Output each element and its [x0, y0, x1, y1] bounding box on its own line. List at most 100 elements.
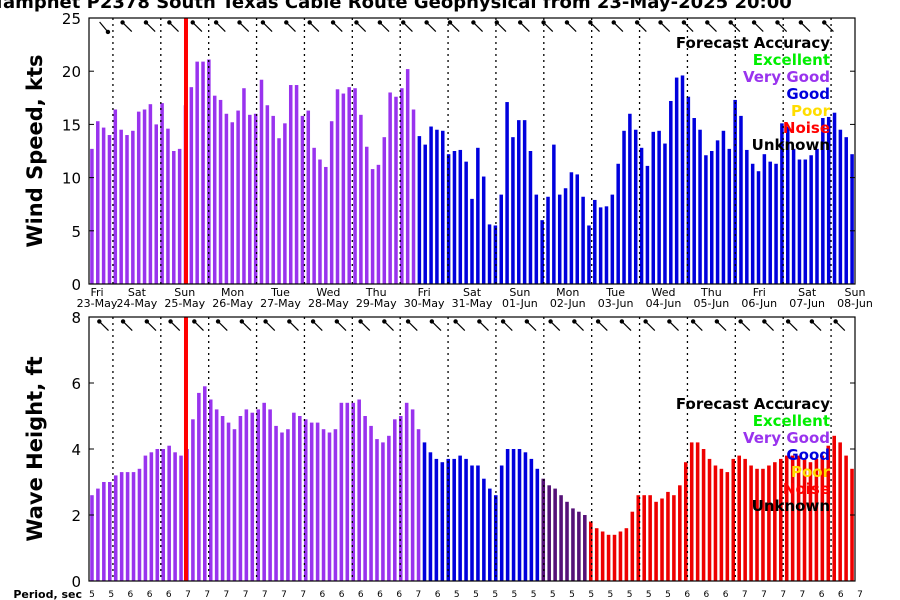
bar: [844, 455, 848, 581]
period-value: 6: [339, 590, 345, 600]
bar: [680, 75, 685, 285]
period-value: 5: [108, 590, 114, 600]
bar: [774, 163, 778, 284]
direction-arrowhead: [471, 20, 476, 25]
bar: [136, 111, 141, 284]
bar: [341, 93, 346, 284]
direction-arrowhead: [619, 319, 625, 324]
direction-arrowhead: [595, 319, 601, 324]
bar: [363, 416, 367, 581]
bar: [654, 501, 658, 581]
period-value: 7: [416, 590, 422, 600]
direction-arrowhead: [310, 319, 316, 324]
bar: [642, 495, 646, 581]
direction-arrowhead: [833, 319, 838, 324]
bar: [404, 402, 409, 581]
bar: [394, 96, 398, 285]
direction-arrowhead: [809, 319, 815, 324]
direction-arrowhead: [405, 319, 411, 324]
day-label: Mon: [221, 286, 244, 299]
bar: [203, 386, 207, 581]
bar: [692, 118, 696, 285]
bar: [727, 148, 732, 284]
direction-arrowhead: [785, 319, 791, 324]
direction-arrowhead: [447, 20, 453, 25]
period-value: 7: [224, 590, 230, 600]
bar: [274, 425, 278, 581]
bar: [683, 462, 688, 581]
direction-arrowhead: [714, 319, 720, 324]
legend-entry: Very Good: [743, 429, 830, 447]
day-label: Sat: [128, 286, 147, 299]
direction-arrowhead: [572, 319, 577, 324]
bar: [220, 416, 225, 581]
direction-arrowhead: [738, 319, 743, 324]
period-value: 6: [147, 590, 153, 600]
bar: [628, 113, 632, 284]
bar: [286, 429, 290, 581]
y-tick-label: 5: [71, 223, 81, 241]
bar: [417, 136, 422, 284]
direction-arrowhead: [658, 20, 663, 25]
bar: [815, 148, 819, 284]
wave-height-panel: 0 2 4 6 8 Wave Height, ft Forecast AccuracyExc…: [23, 309, 856, 591]
bar: [113, 109, 118, 284]
y-tick-label: 0: [71, 276, 81, 294]
bar: [464, 161, 468, 284]
bar: [357, 399, 361, 581]
bar: [173, 452, 177, 581]
bar: [259, 79, 264, 284]
bar: [704, 155, 708, 284]
direction-arrowhead: [190, 20, 195, 25]
direction-arrowhead: [307, 20, 312, 25]
bar: [575, 174, 580, 284]
bar: [618, 531, 623, 581]
direction-arrowhead: [681, 20, 687, 25]
bar: [256, 409, 261, 581]
bar: [686, 96, 691, 285]
direction-arrowhead: [822, 20, 827, 25]
direction-arrowhead: [500, 319, 506, 324]
bar: [511, 137, 515, 284]
bar: [327, 432, 332, 581]
bar: [604, 206, 609, 284]
bar: [155, 449, 160, 581]
bar: [102, 482, 106, 581]
bar: [850, 154, 854, 284]
chart-title: Tampnet P2378 South Texas Cable Route Ge…: [0, 0, 792, 13]
bar: [315, 422, 320, 581]
bar: [96, 488, 100, 581]
bar: [541, 478, 546, 581]
bar: [108, 482, 112, 581]
period-value: 6: [166, 590, 172, 600]
direction-arrowhead: [354, 20, 359, 25]
date-label: 04-Jun: [646, 297, 682, 310]
bar: [131, 130, 135, 284]
bar: [345, 402, 350, 581]
bar: [594, 528, 599, 581]
day-label: Fri: [418, 286, 431, 299]
bar: [440, 462, 445, 581]
period-value: 5: [531, 590, 537, 600]
bar: [458, 149, 463, 284]
bar: [844, 137, 848, 284]
date-label: 08-Jun: [837, 297, 873, 310]
bar: [172, 151, 176, 284]
direction-arrowhead: [611, 20, 616, 25]
bar: [458, 455, 462, 581]
period-value: 6: [320, 590, 326, 600]
period-value: 5: [665, 590, 671, 600]
bar: [588, 521, 593, 581]
bar: [101, 127, 106, 284]
direction-arrowhead: [762, 319, 767, 324]
direction-arrowhead: [705, 20, 710, 25]
bar: [838, 442, 842, 581]
bar: [277, 138, 281, 284]
direction-arrowhead: [284, 20, 289, 25]
date-label: 30-May: [404, 297, 445, 310]
legend-entry: Excellent: [753, 51, 830, 69]
bar: [416, 429, 421, 581]
bar: [552, 144, 556, 284]
day-label: Sat: [463, 286, 482, 299]
bar: [715, 140, 720, 284]
